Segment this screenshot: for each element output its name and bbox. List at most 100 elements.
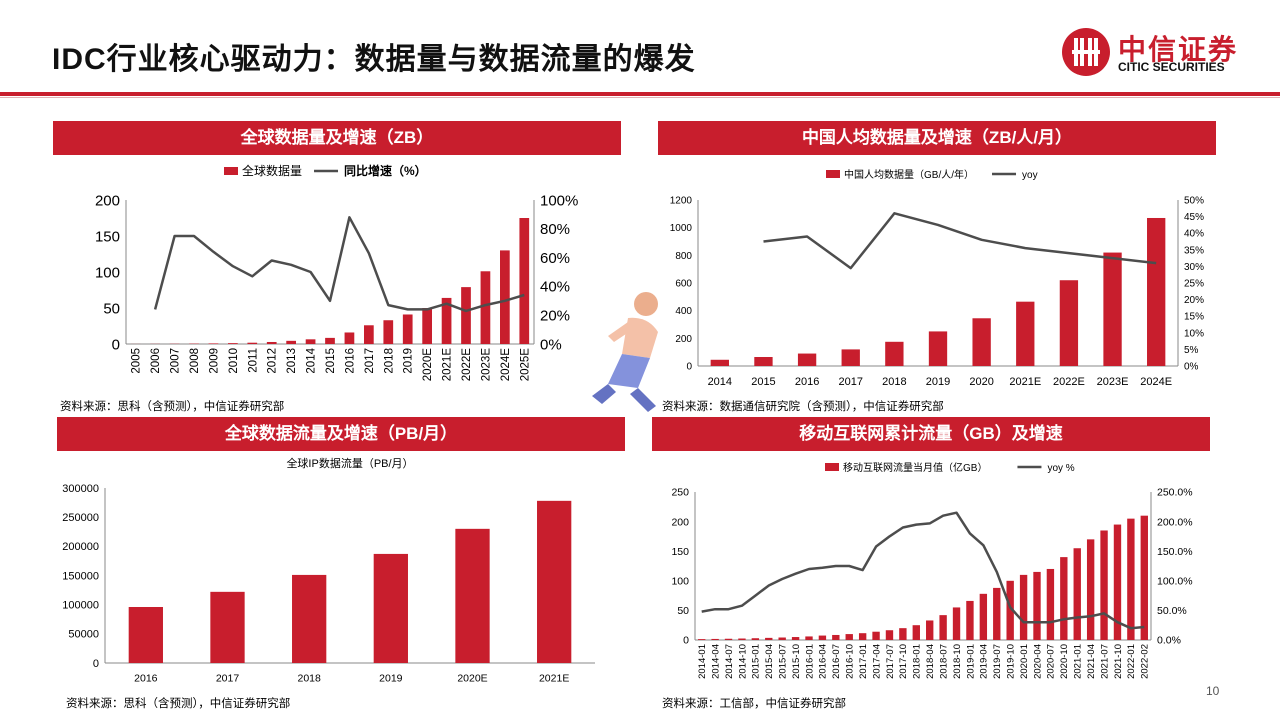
chart-mobile-traffic: 250 200 150 100 50 0 250.0% 200.0% 150.0% 100.0% 5…: [671, 461, 1193, 679]
legend-label: yoy: [1022, 170, 1038, 181]
bar: [519, 218, 530, 344]
bar: [1060, 557, 1068, 640]
x-tick-label: 2014-01: [697, 644, 708, 679]
x-tick-label: 2022E: [1053, 376, 1085, 388]
x-tick-label: 2016: [344, 348, 356, 374]
x-tick-label: 2021E: [1009, 376, 1041, 388]
panel-title-china-per-capita: 中国人均数据量及增速（ZB/人/月）: [658, 121, 1216, 155]
y2-tick-label: 40%: [540, 279, 570, 296]
x-tick-label: 2014-07: [724, 644, 735, 679]
x-tick-label: 2025E: [519, 348, 531, 382]
y-tick-label: 200: [95, 192, 120, 209]
legend-label: 全球数据量: [242, 163, 302, 178]
y-tick-label: 150: [671, 546, 689, 558]
legend-swatch-bar: [224, 167, 238, 175]
x-tick-label: 2015-07: [778, 644, 789, 679]
bar: [500, 250, 510, 344]
bar: [841, 349, 860, 366]
bar: [537, 500, 572, 663]
citic-logo-icon: [1062, 28, 1110, 76]
bar: [797, 353, 817, 366]
y-tick-label: 250: [671, 487, 689, 499]
x-tick-label: 2020-01: [1019, 644, 1030, 679]
x-tick-label: 2016: [134, 673, 158, 685]
bar: [1103, 252, 1122, 366]
y2-tick-label: 15%: [1184, 312, 1204, 323]
legend-label: 移动互联网流量当月值（亿GB）: [843, 461, 987, 474]
x-tick-label: 2015: [751, 376, 775, 388]
x-tick-label: 2018: [297, 673, 321, 685]
bar: [885, 630, 894, 640]
bar: [754, 357, 773, 366]
x-tick-label: 2024E: [1140, 376, 1172, 388]
y2-tick-label: 0.0%: [1157, 635, 1181, 647]
runner-illustration: [592, 292, 658, 412]
bar: [818, 635, 827, 640]
bar: [1100, 530, 1108, 640]
x-tick-label: 2023E: [1097, 376, 1129, 388]
chart-china-per-capita: 1200 1000 800 600 400 200 0 50% 45% 40% 35% 30% 25% 2…: [670, 168, 1204, 388]
bar: [1147, 217, 1166, 366]
y-tick-label: 0: [112, 336, 120, 353]
bar: [128, 607, 163, 663]
x-tick-label: 2015-01: [751, 644, 762, 679]
page-title: IDC行业核心驱动力：数据量与数据流量的爆发: [52, 43, 696, 76]
x-tick-label: 2016-01: [804, 644, 815, 679]
bar: [845, 634, 853, 640]
x-tick-label: 2017-04: [871, 644, 882, 679]
x-tick-label: 2020-04: [1032, 644, 1043, 679]
y2-tick-label: 80%: [540, 221, 570, 238]
bar: [899, 628, 907, 640]
y-tick-label: 150000: [62, 570, 99, 582]
bar: [1073, 548, 1081, 640]
bar: [1046, 568, 1055, 640]
legend-label: yoy %: [1047, 463, 1074, 474]
panel-title-mobile-traffic: 移动互联网累计流量（GB）及增速: [652, 417, 1210, 451]
y2-tick-label: 20%: [540, 307, 570, 324]
legend-swatch-bar: [825, 463, 839, 471]
x-tick-label: 2015-04: [764, 644, 775, 679]
y2-tick-label: 200.0%: [1157, 516, 1193, 528]
x-tick-label: 2017: [838, 376, 862, 388]
y2-tick-label: 50.0%: [1157, 605, 1187, 617]
y2-tick-label: 0%: [1184, 362, 1199, 373]
y-tick-label: 50000: [68, 629, 99, 641]
x-tick-label: 2019: [379, 673, 403, 685]
bar: [210, 591, 245, 663]
legend-swatch-bar: [826, 170, 840, 178]
x-tick-label: 2015: [325, 348, 337, 374]
page-number: 10: [1206, 684, 1220, 698]
chart-global-data: 200 150 100 50 0 100% 80% 60% 40% 20% 0% 2005 2006 20…: [95, 163, 578, 382]
y-tick-label: 100000: [62, 600, 99, 612]
y2-tick-label: 35%: [1184, 245, 1204, 256]
bar: [711, 638, 719, 640]
x-tick-label: 2020: [969, 376, 993, 388]
bar: [247, 342, 258, 344]
x-tick-label: 2020-10: [1059, 644, 1070, 679]
y2-tick-label: 30%: [1184, 262, 1204, 273]
bar: [912, 625, 920, 640]
x-tick-label: 2007: [170, 348, 182, 374]
bar: [858, 633, 867, 640]
y-tick-label: 150: [95, 228, 120, 245]
bar: [344, 332, 355, 344]
source-note-global-data: 资料来源：思科（含预测），中信证券研究部: [60, 401, 285, 413]
bar: [698, 639, 706, 640]
x-tick-label: 2014-04: [710, 644, 721, 679]
bar: [1127, 518, 1135, 640]
bar: [441, 297, 452, 344]
bar: [939, 615, 947, 640]
x-tick-label: 2021-01: [1073, 644, 1084, 679]
bar: [1019, 574, 1028, 640]
x-tick-label: 2017-01: [858, 644, 869, 679]
bar: [461, 287, 471, 344]
line-series: [763, 212, 1157, 270]
y2-tick-label: 100%: [540, 192, 578, 209]
bar: [885, 341, 904, 366]
y-tick-label: 50: [103, 300, 120, 317]
y-tick-label: 1000: [670, 223, 693, 234]
x-tick-label: 2018: [383, 348, 395, 374]
bar: [993, 587, 1001, 640]
bar: [373, 553, 408, 663]
bar: [383, 320, 394, 344]
